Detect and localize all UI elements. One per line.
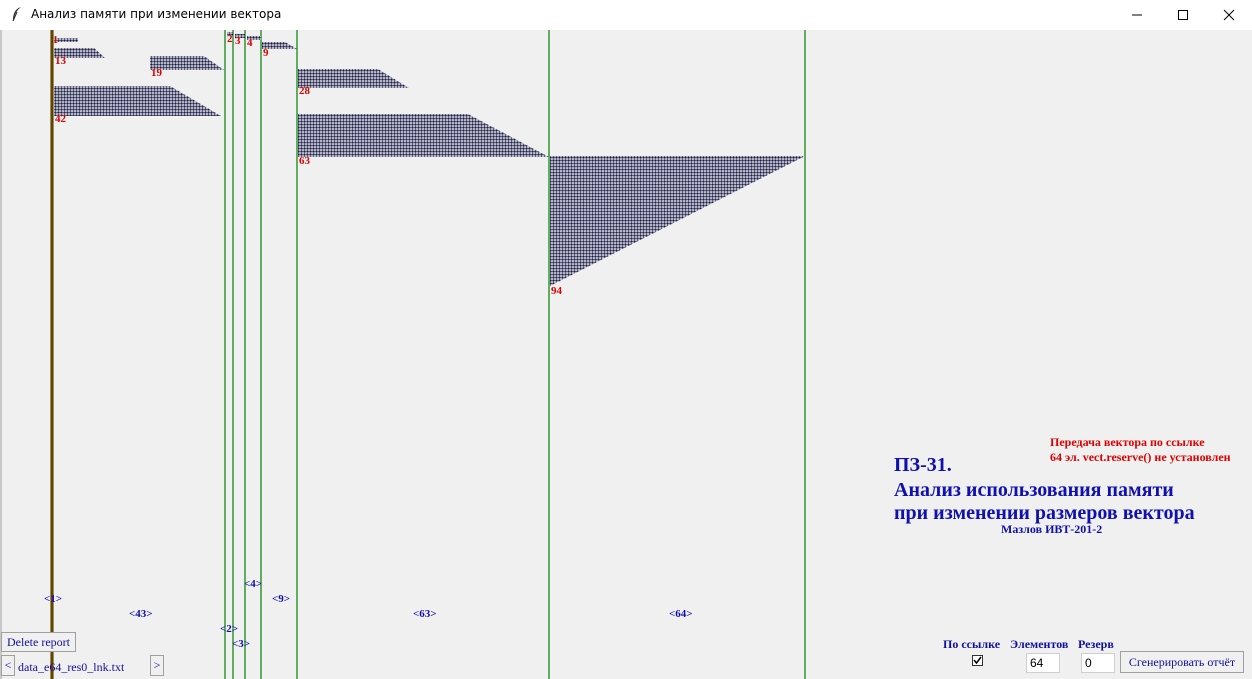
block-9 [262, 42, 297, 49]
maximize-icon [1178, 10, 1188, 20]
by-ref-label: По ссылке [943, 637, 1001, 651]
maximize-button[interactable] [1160, 0, 1206, 30]
author: Мазлов ИВТ-201-2 [1001, 522, 1103, 536]
top-label: 63 [299, 155, 310, 167]
top-label: 2 [227, 33, 233, 45]
block-19 [150, 56, 224, 70]
report-heading-1: ПЗ-31. [894, 454, 952, 476]
top-label: 4 [247, 37, 253, 49]
memory-blocks [54, 32, 805, 286]
delete-report-button[interactable]: Delete report [1, 632, 76, 652]
top-label: 3 [235, 35, 241, 47]
report-heading-3: при изменении размеров вектора [894, 502, 1195, 524]
generate-report-button[interactable]: Сгенерировать отчёт [1120, 651, 1244, 673]
close-button[interactable] [1206, 0, 1252, 30]
minimize-button[interactable] [1114, 0, 1160, 30]
mode-line-1: Передача вектора по ссылке [1050, 435, 1205, 449]
prev-file-button[interactable]: < [1, 655, 15, 676]
elements-input[interactable]: 64 [1026, 653, 1060, 673]
bottom-label: <1> [44, 593, 63, 605]
report-heading-2: Анализ использования памяти [894, 479, 1174, 501]
bottom-label: <64> [669, 608, 693, 620]
top-label: 42 [55, 113, 66, 125]
bottom-label: <9> [272, 593, 291, 605]
elements-label: Элементов [1010, 637, 1069, 651]
bottom-label: <63> [413, 608, 437, 620]
checkmark-icon [973, 656, 982, 665]
block-42 [54, 86, 221, 116]
reserve-label: Резерв [1078, 637, 1114, 651]
by-ref-checkbox[interactable] [972, 655, 983, 666]
mode-line-2: 64 эл. vect.reserve() не установлен [1050, 450, 1231, 464]
block-2 [227, 32, 233, 36]
report-canvas: 1 13 19 42 2 3 4 9 28 63 94 <1> <43> <2>… [0, 30, 1252, 679]
bottom-label: <43> [129, 608, 153, 620]
minimize-icon [1132, 14, 1142, 16]
close-icon [1223, 9, 1235, 21]
block-63 [298, 114, 549, 157]
title-bar: Анализ памяти при изменении вектора [0, 0, 1252, 30]
bottom-label: <4> [244, 578, 263, 590]
feather-icon [12, 7, 21, 22]
block-4 [247, 36, 261, 40]
block-28 [298, 69, 409, 88]
memory-plot [0, 30, 806, 679]
next-file-button[interactable]: > [150, 655, 164, 676]
top-label: 9 [263, 47, 269, 59]
block-3 [235, 34, 245, 38]
block-13b [54, 48, 105, 58]
block-13 [54, 38, 78, 42]
top-label: 1 [53, 35, 58, 46]
reserve-input[interactable]: 0 [1081, 653, 1115, 673]
green-lines [50, 30, 806, 679]
block-94 [550, 156, 805, 286]
bottom-label: <3> [232, 638, 251, 650]
top-label: 13 [55, 55, 66, 67]
top-label: 94 [551, 285, 562, 297]
top-label: 28 [299, 85, 310, 97]
bottom-label: <2> [220, 623, 239, 635]
file-name: data_e64_res0_lnk.txt [18, 660, 125, 674]
window-title: Анализ памяти при изменении вектора [31, 7, 282, 21]
top-label: 19 [151, 67, 162, 79]
